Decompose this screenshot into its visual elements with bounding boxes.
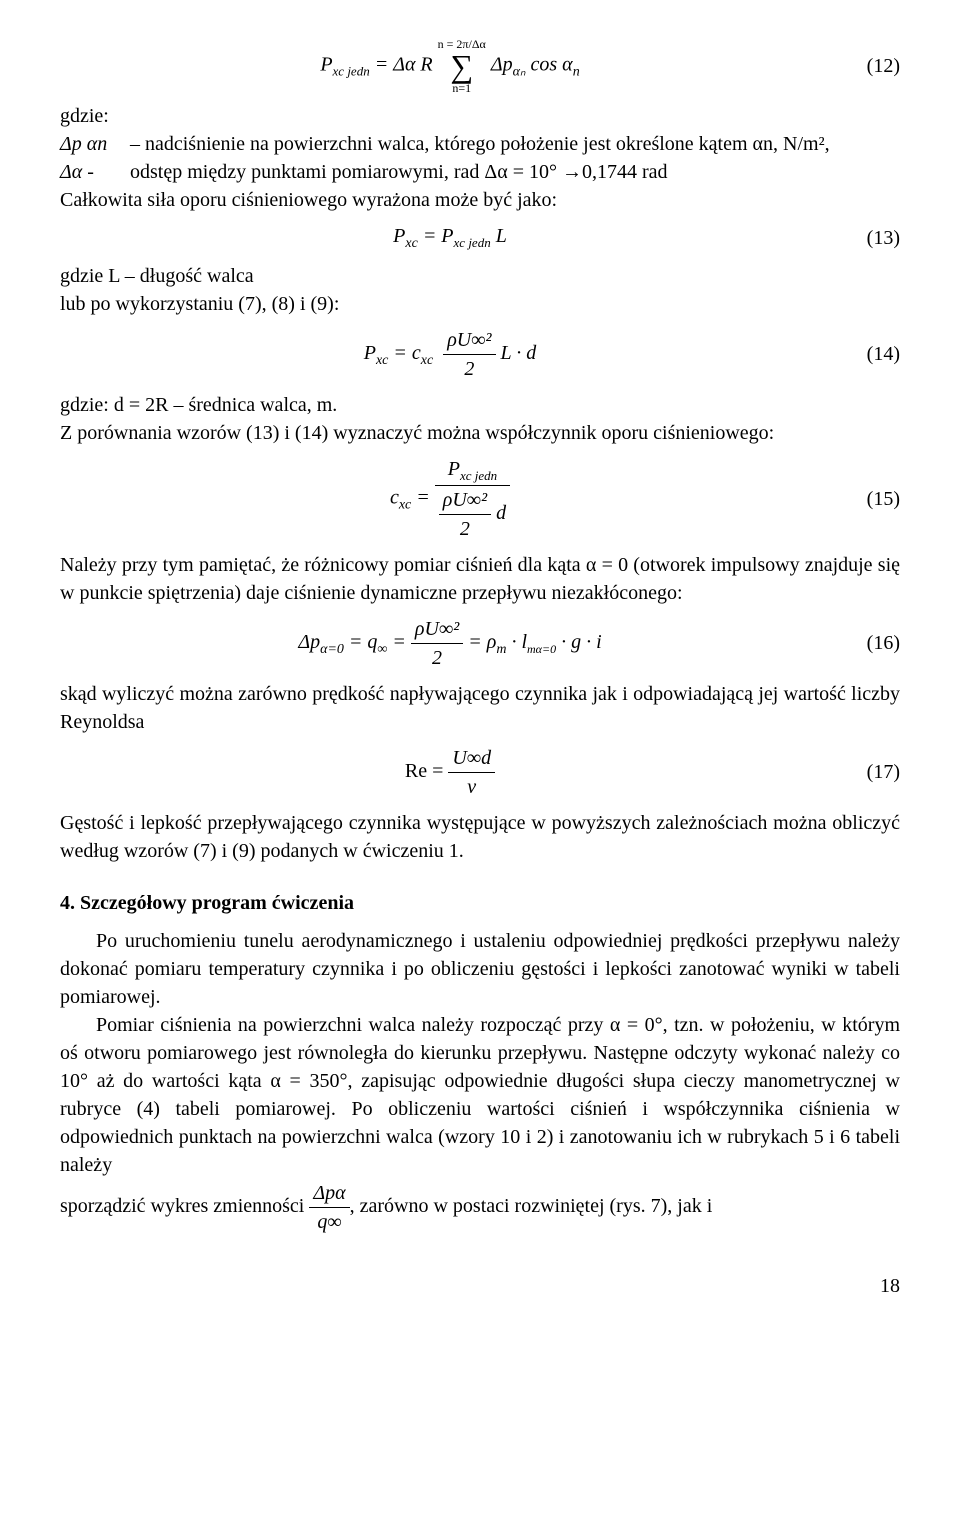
sigma-icon: ∑	[438, 50, 486, 82]
eq12-mid: = Δα R	[370, 54, 438, 76]
line-where-L: gdzie L – długość walca	[60, 262, 900, 290]
para-program-1: Po uruchomieniu tunelu aerodynamicznego …	[60, 927, 900, 1011]
para-skad: skąd wyliczyć można zarówno prędkość nap…	[60, 680, 900, 736]
equation-16-number: (16)	[840, 629, 900, 657]
eq12-cos: cos α	[526, 54, 573, 76]
equation-17: Re = U∞d ν (17)	[60, 744, 900, 801]
eq14-fraction: ρU∞² 2	[443, 326, 495, 383]
def-da-text: odstęp między punktami pomiarowymi, rad …	[130, 158, 900, 186]
def-da-label: Δα -	[60, 158, 130, 186]
eq12-after-sum: Δp	[491, 54, 513, 76]
eq15-numerator: Pxc jedn	[435, 455, 510, 486]
para-gestosc: Gęstość i lepkość przepływającego czynni…	[60, 809, 900, 865]
equation-13-body: Pxc = Pxc jedn L	[60, 222, 840, 254]
eq15-inner-fraction: ρU∞² 2	[439, 486, 491, 543]
para-p3-fraction: Δpα q∞	[309, 1179, 349, 1236]
eq17-fraction: U∞d ν	[448, 744, 495, 801]
equation-13-number: (13)	[840, 224, 900, 252]
summation-symbol: n = 2π/Δα ∑ n=1	[438, 38, 486, 94]
equation-16: Δpα=0 = q∞ = ρU∞² 2 = ρm · lmα=0 · g · i…	[60, 615, 900, 672]
eq15-outer-fraction: Pxc jedn ρU∞² 2 d	[435, 455, 510, 543]
eq16-fraction: ρU∞² 2	[411, 615, 463, 672]
definition-dp: Δp αn – nadciśnienie na powierzchni walc…	[60, 130, 900, 158]
heading-section-4: 4. Szczegółowy program ćwiczenia	[60, 889, 900, 917]
para-nalezy: Należy przy tym pamiętać, że różnicowy p…	[60, 551, 900, 607]
para-program-2: Pomiar ciśnienia na powierzchni walca na…	[60, 1011, 900, 1179]
eq12-after-sum-sub: αₙ	[513, 65, 526, 80]
equation-14: Pxc = cxc ρU∞² 2 L · d (14)	[60, 326, 900, 383]
sum-lower: n=1	[438, 82, 486, 94]
equation-12: Pxc jedn = Δα R n = 2π/Δα ∑ n=1 Δpαₙ cos…	[60, 38, 900, 94]
equation-13: Pxc = Pxc jedn L (13)	[60, 222, 900, 254]
equation-14-number: (14)	[840, 340, 900, 368]
equation-12-number: (12)	[840, 52, 900, 80]
definition-da: Δα - odstęp między punktami pomiarowymi,…	[60, 158, 900, 186]
para-p3-b: , zarówno w postaci rozwiniętej (rys. 7)…	[350, 1195, 713, 1217]
equation-17-body: Re = U∞d ν	[60, 744, 840, 801]
line-after-use: lub po wykorzystaniu (7), (8) i (9):	[60, 290, 900, 318]
def-dp-text: – nadciśnienie na powierzchni walca, któ…	[130, 130, 900, 158]
equation-16-body: Δpα=0 = q∞ = ρU∞² 2 = ρm · lmα=0 · g · i	[60, 615, 840, 672]
para-program-3: sporządzić wykres zmienności Δpα q∞ , za…	[60, 1179, 900, 1236]
eq12-P: P	[320, 54, 332, 76]
equation-15: cxc = Pxc jedn ρU∞² 2 d (15)	[60, 455, 900, 543]
equation-15-body: cxc = Pxc jedn ρU∞² 2 d	[60, 455, 840, 543]
line-where-d: gdzie: d = 2R – średnica walca, m.	[60, 391, 900, 419]
line-from-comparison: Z porównania wzorów (13) i (14) wyznaczy…	[60, 419, 900, 447]
eq15-denominator: ρU∞² 2 d	[435, 486, 510, 543]
equation-15-number: (15)	[840, 485, 900, 513]
page-number: 18	[60, 1272, 900, 1300]
line-total-force: Całkowita siła oporu ciśnieniowego wyraż…	[60, 186, 900, 214]
eq12-cos-sub: n	[573, 65, 580, 80]
para-p3-a: sporządzić wykres zmienności	[60, 1195, 309, 1217]
gdzie-label-1: gdzie:	[60, 102, 900, 130]
equation-14-body: Pxc = cxc ρU∞² 2 L · d	[60, 326, 840, 383]
equation-17-number: (17)	[840, 758, 900, 786]
def-dp-label: Δp αn	[60, 130, 130, 158]
eq12-P-sub: xc jedn	[333, 64, 370, 79]
equation-12-body: Pxc jedn = Δα R n = 2π/Δα ∑ n=1 Δpαₙ cos…	[60, 38, 840, 94]
